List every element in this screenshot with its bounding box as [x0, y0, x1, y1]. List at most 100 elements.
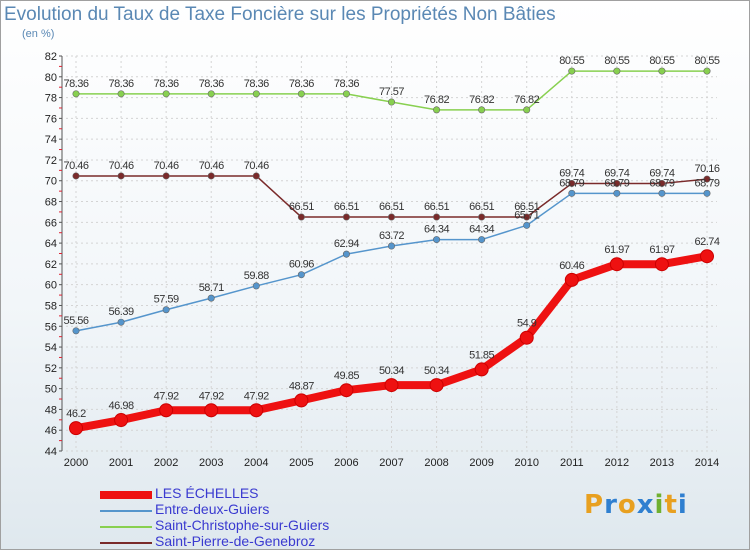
- data-label: 47.92: [244, 390, 269, 402]
- data-label: 78.36: [109, 78, 134, 90]
- data-point: [207, 90, 215, 98]
- data-label: 60.46: [559, 260, 584, 272]
- data-point: [433, 213, 441, 221]
- data-label: 46.2: [66, 408, 86, 420]
- data-point: [384, 378, 399, 393]
- data-label: 76.82: [469, 94, 494, 106]
- legend-swatch: [100, 526, 152, 528]
- data-point: [700, 249, 714, 264]
- data-point: [609, 257, 624, 272]
- data-point: [162, 306, 170, 314]
- data-label: 59.88: [244, 270, 269, 282]
- y-tick-label: 76: [45, 113, 57, 125]
- x-tick-label: 2004: [244, 457, 268, 469]
- data-label: 76.82: [514, 94, 539, 106]
- data-point: [342, 250, 350, 258]
- data-point: [429, 378, 444, 393]
- data-point: [159, 403, 174, 418]
- data-point: [613, 179, 621, 187]
- data-label: 70.46: [244, 160, 269, 172]
- data-point: [568, 179, 576, 187]
- data-label: 66.51: [289, 201, 314, 213]
- data-label: 66.51: [334, 201, 359, 213]
- series-entre-deux-guiers: [72, 189, 711, 335]
- y-tick-label: 56: [45, 321, 57, 333]
- data-point: [568, 189, 576, 197]
- data-label: 70.46: [63, 160, 88, 172]
- data-label: 66.51: [514, 201, 539, 213]
- data-point: [523, 213, 531, 221]
- data-label: 70.46: [199, 160, 224, 172]
- legend-label: Saint-Christophe-sur-Guiers: [155, 517, 330, 533]
- y-tick-label: 62: [45, 259, 57, 271]
- data-label: 68.79: [694, 177, 719, 189]
- data-label: 78.36: [63, 78, 88, 90]
- data-point: [207, 294, 215, 302]
- data-point: [519, 330, 534, 345]
- y-tick-label: 44: [45, 446, 57, 458]
- x-tick-label: 2005: [289, 457, 313, 469]
- series-saint-pierre-de-genebroz: [72, 172, 711, 221]
- y-tick-label: 64: [45, 238, 57, 250]
- x-tick-label: 2003: [199, 457, 223, 469]
- data-label: 55.56: [63, 315, 88, 327]
- data-label: 50.34: [379, 365, 404, 377]
- data-point: [613, 67, 621, 75]
- data-point: [207, 172, 215, 180]
- x-tick-label: 2009: [469, 457, 493, 469]
- y-tick-label: 50: [45, 384, 57, 396]
- y-tick-label: 46: [45, 425, 57, 437]
- data-label: 63.72: [379, 230, 404, 242]
- data-point: [478, 213, 486, 221]
- data-point: [703, 175, 711, 183]
- y-tick-label: 66: [45, 217, 57, 229]
- legend-swatch: [100, 542, 152, 544]
- data-point: [294, 393, 309, 408]
- y-tick-label: 72: [45, 155, 57, 167]
- legend-swatch: [100, 491, 152, 499]
- data-label: 70.16: [694, 163, 719, 175]
- data-point: [564, 272, 579, 287]
- y-tick-label: 60: [45, 280, 57, 292]
- data-point: [72, 90, 80, 98]
- data-point: [297, 213, 305, 221]
- x-tick-label: 2014: [695, 457, 719, 469]
- legend-label: Entre-deux-Guiers: [155, 501, 270, 517]
- data-point: [297, 271, 305, 279]
- data-label: 64.34: [424, 224, 449, 236]
- data-point: [658, 67, 666, 75]
- data-label: 51.85: [469, 349, 494, 361]
- x-tick-label: 2010: [514, 457, 538, 469]
- data-label: 47.92: [199, 390, 224, 402]
- x-tick-label: 2011: [560, 457, 584, 469]
- data-label: 66.51: [379, 201, 404, 213]
- data-point: [69, 421, 83, 436]
- legend-swatch: [100, 510, 152, 512]
- y-tick-label: 68: [45, 197, 57, 209]
- x-tick-label: 2001: [109, 457, 133, 469]
- y-tick-label: 70: [45, 176, 57, 188]
- data-point: [162, 172, 170, 180]
- chart-title: Evolution du Taux de Taxe Foncière sur l…: [4, 4, 556, 25]
- data-point: [568, 67, 576, 75]
- y-tick-label: 58: [45, 300, 57, 312]
- data-point: [117, 90, 125, 98]
- legend-label: Saint-Pierre-de-Genebroz: [155, 533, 316, 549]
- data-point: [117, 172, 125, 180]
- data-point: [658, 189, 666, 197]
- data-point: [204, 403, 219, 418]
- data-label: 60.96: [289, 259, 314, 271]
- data-point: [613, 189, 621, 197]
- data-label: 46.98: [109, 400, 134, 412]
- data-point: [162, 90, 170, 98]
- data-point: [342, 90, 350, 98]
- data-point: [433, 236, 441, 244]
- data-point: [523, 221, 531, 229]
- data-label: 47.92: [154, 390, 179, 402]
- data-point: [703, 189, 711, 197]
- data-point: [478, 236, 486, 244]
- data-point: [72, 327, 80, 335]
- data-point: [658, 179, 666, 187]
- y-tick-label: 80: [45, 72, 57, 84]
